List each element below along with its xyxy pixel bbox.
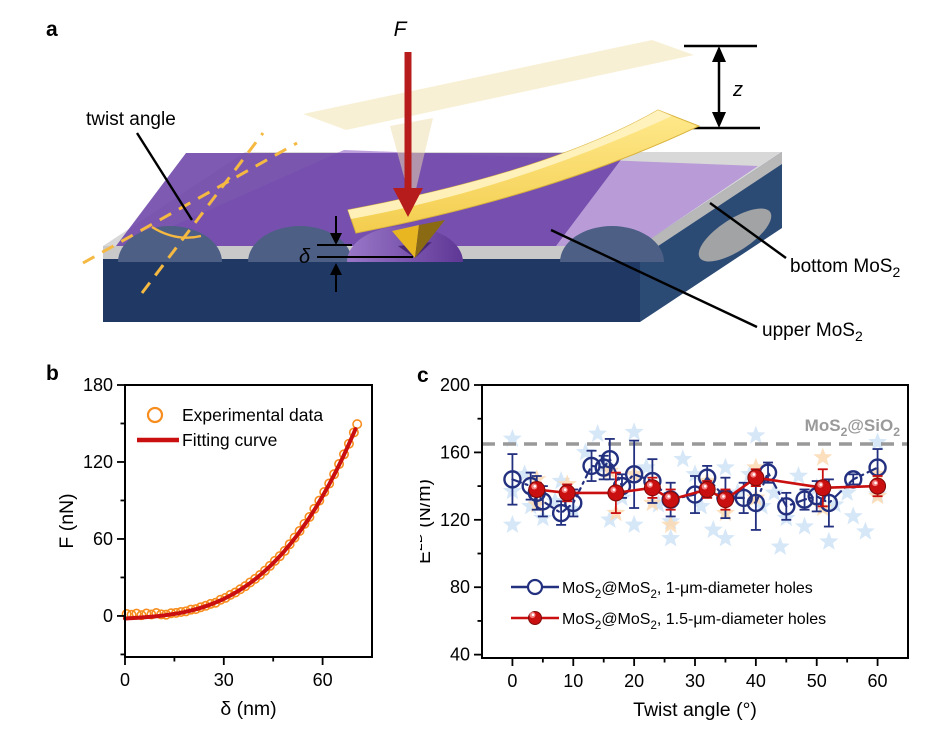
svg-text:50: 50 [807,671,827,691]
svg-text:Fitting curve: Fitting curve [182,430,277,450]
delta-annotation [317,216,413,292]
svg-text:40: 40 [746,671,766,691]
force-label: F [394,18,408,41]
panel-b-letter: b [46,362,59,385]
axis-tick-labels: 0 30 60 0 60 120 180 [83,375,333,690]
plot-frame [124,384,373,658]
membrane-dome-2 [248,226,352,262]
substrate-front-face [103,246,640,322]
svg-text:30: 30 [214,670,234,690]
svg-text:MoS2@MoS2, 1.5-μm-diameter hol: MoS2@MoS2, 1.5-μm-diameter holes [562,611,826,632]
y-axis-label: E2D (N/m) [420,479,435,564]
delta-label: δ [299,246,311,268]
afm-tip-light [392,225,419,258]
force-arrowhead [393,188,423,217]
panel-a-letter: a [46,18,58,41]
delta-arrowhead-down [330,233,342,245]
svg-text:Experimental data: Experimental data [182,405,323,425]
bottom-flake-leader [709,202,787,259]
afm-tip-dark [415,220,445,258]
svg-text:60: 60 [313,670,333,690]
svg-text:0: 0 [103,606,113,626]
svg-text:MoS2@MoS2, 1-μm-diameter holes: MoS2@MoS2, 1-μm-diameter holes [562,580,813,601]
z-arrowhead-bottom [712,112,726,128]
hidden-hole-dome [698,208,772,262]
svg-text:60: 60 [868,671,888,691]
svg-text:40: 40 [450,645,470,665]
axis-ticks [474,384,879,666]
svg-text:0: 0 [120,670,130,690]
x-axis-label: Twist angle (°) [633,699,757,721]
legend: Experimental data Fitting curve [137,405,323,450]
panel-c-plot: MoS2@SiO2 0 10 20 30 40 50 60 40 80 120 160 200 Twist… [409,375,909,721]
twist-angle-label: twist angle [86,109,176,130]
membrane-dome-1 [118,226,222,262]
svg-text:0: 0 [507,671,517,691]
upper-flake-leader [550,228,758,329]
z-arrow [684,44,760,130]
cantilever-highlight [348,110,672,219]
bottom-flake-label: bottom MoS2 [790,256,900,280]
panel-b-chart: 0 30 60 0 60 120 180 δ (nm) F (nN) Experimental d… [30,363,390,745]
svg-text:30: 30 [685,671,705,691]
svg-text:160: 160 [440,442,470,462]
reference-line-label: MoS2@SiO2 [805,416,901,439]
svg-text:10: 10 [563,671,583,691]
svg-text:120: 120 [83,452,113,472]
twist-dashed-line-2 [140,132,265,294]
delta-arrowhead-up [330,263,342,275]
panel-c-chart: MoS2@SiO2 0 10 20 30 40 50 60 40 80 120 160 200 Twist… [409,363,942,745]
axis-tick-labels: 0 10 20 30 40 50 60 40 80 120 160 200 [440,375,888,691]
y-axis-label: F (nN) [56,493,78,548]
twist-dashed-line-1 [82,141,298,265]
z-label: z [732,79,743,101]
series-mos2-mos2-1-5-um-diameter-holes [528,468,887,514]
panel-b-plot: 0 30 60 0 60 120 180 δ (nm) F (nN) Experimental d… [56,375,373,720]
afm-schematic: z F δ twist angle bottom MoS2 upper MoS2 [82,18,900,344]
panel-c-letter: c [417,364,429,387]
z-arrowhead-top [712,46,726,62]
axis-ticks [117,384,324,665]
ghost-cantilever [303,40,694,130]
svg-text:60: 60 [93,529,113,549]
svg-text:20: 20 [624,671,644,691]
svg-text:120: 120 [440,510,470,530]
twist-angle-leader [135,132,194,221]
twist-angle-arc [151,225,202,239]
upper-flake-label: upper MoS2 [762,320,863,344]
svg-text:180: 180 [83,375,113,395]
series-fitting-curve [123,427,358,621]
x-axis-label: δ (nm) [220,698,276,720]
svg-text:200: 200 [440,375,470,395]
series-experimental-data [121,419,363,621]
svg-text:80: 80 [450,577,470,597]
legend: MoS2@MoS2, 1-μm-diameter holes MoS2@MoS2,… [511,578,826,632]
membrane-dome-3 [560,226,664,262]
